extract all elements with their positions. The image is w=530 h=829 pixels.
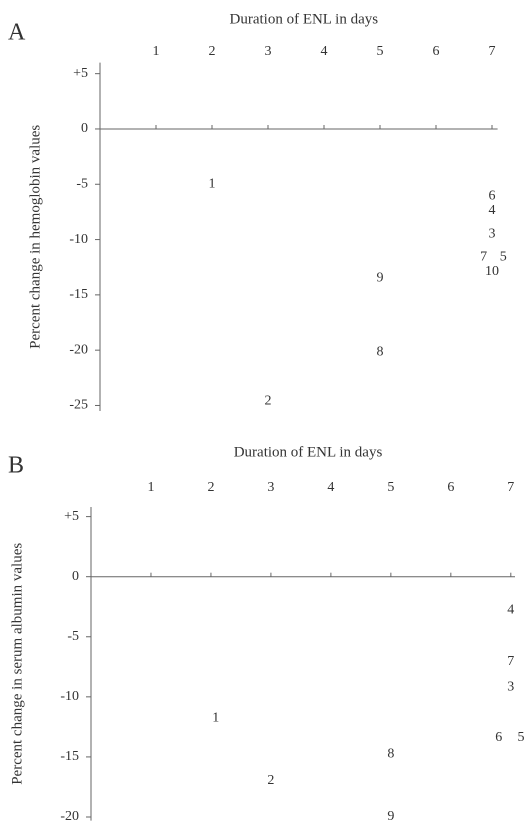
point-label: 10 [485, 264, 499, 279]
y-tick-label: -20 [69, 342, 88, 357]
panel-letter: B [8, 453, 24, 479]
y-tick-label: -5 [76, 176, 88, 191]
y-tick-label: -5 [67, 629, 79, 644]
point-label: 9 [387, 809, 394, 824]
point-label: 1 [212, 711, 219, 726]
x-tick-label: 6 [447, 480, 454, 495]
point-label: 6 [489, 189, 496, 204]
x-tick-label: 5 [387, 480, 394, 495]
x-tick-label: 2 [207, 480, 214, 495]
x-tick-label: 2 [209, 44, 216, 59]
y-tick-label: +5 [73, 66, 88, 81]
y-tick-label: -10 [69, 232, 88, 247]
y-axis-title: Percent change in serum albumin values [9, 543, 25, 785]
x-axis-title: Duration of ENL in days [234, 444, 383, 460]
x-tick-label: 3 [265, 44, 272, 59]
x-tick-label: 7 [489, 44, 496, 59]
point-label: 6 [495, 730, 502, 745]
y-axis-title: Percent change in hemoglobin values [27, 125, 43, 349]
point-label: 3 [489, 226, 496, 241]
point-label: 3 [507, 679, 514, 694]
panel-letter: A [8, 20, 26, 46]
point-label: 5 [517, 730, 524, 745]
point-label: 7 [507, 654, 514, 669]
y-tick-label: -15 [69, 287, 88, 302]
point-label: 4 [507, 603, 514, 618]
x-tick-label: 1 [153, 44, 160, 59]
y-tick-label: -10 [60, 689, 79, 704]
point-label: 2 [265, 393, 272, 408]
y-tick-label: -15 [60, 749, 79, 764]
x-axis-title: Duration of ENL in days [230, 11, 379, 27]
point-label: 4 [489, 203, 496, 218]
y-tick-label: -25 [69, 398, 88, 413]
y-tick-label: +5 [64, 509, 79, 524]
point-label: 1 [209, 176, 216, 191]
x-tick-label: 4 [327, 480, 334, 495]
x-tick-label: 5 [377, 44, 384, 59]
x-tick-label: 4 [321, 44, 328, 59]
x-tick-label: 6 [433, 44, 440, 59]
point-label: 9 [377, 270, 384, 285]
point-label: 8 [387, 747, 394, 762]
point-label: 5 [500, 249, 507, 264]
x-tick-label: 7 [507, 480, 514, 495]
point-label: 2 [267, 773, 274, 788]
x-tick-label: 3 [267, 480, 274, 495]
point-label: 8 [377, 345, 384, 360]
x-tick-label: 1 [147, 480, 154, 495]
point-label: 7 [480, 249, 487, 264]
y-tick-label: -20 [60, 809, 79, 824]
y-tick-label: 0 [72, 569, 79, 584]
y-tick-label: 0 [81, 121, 88, 136]
